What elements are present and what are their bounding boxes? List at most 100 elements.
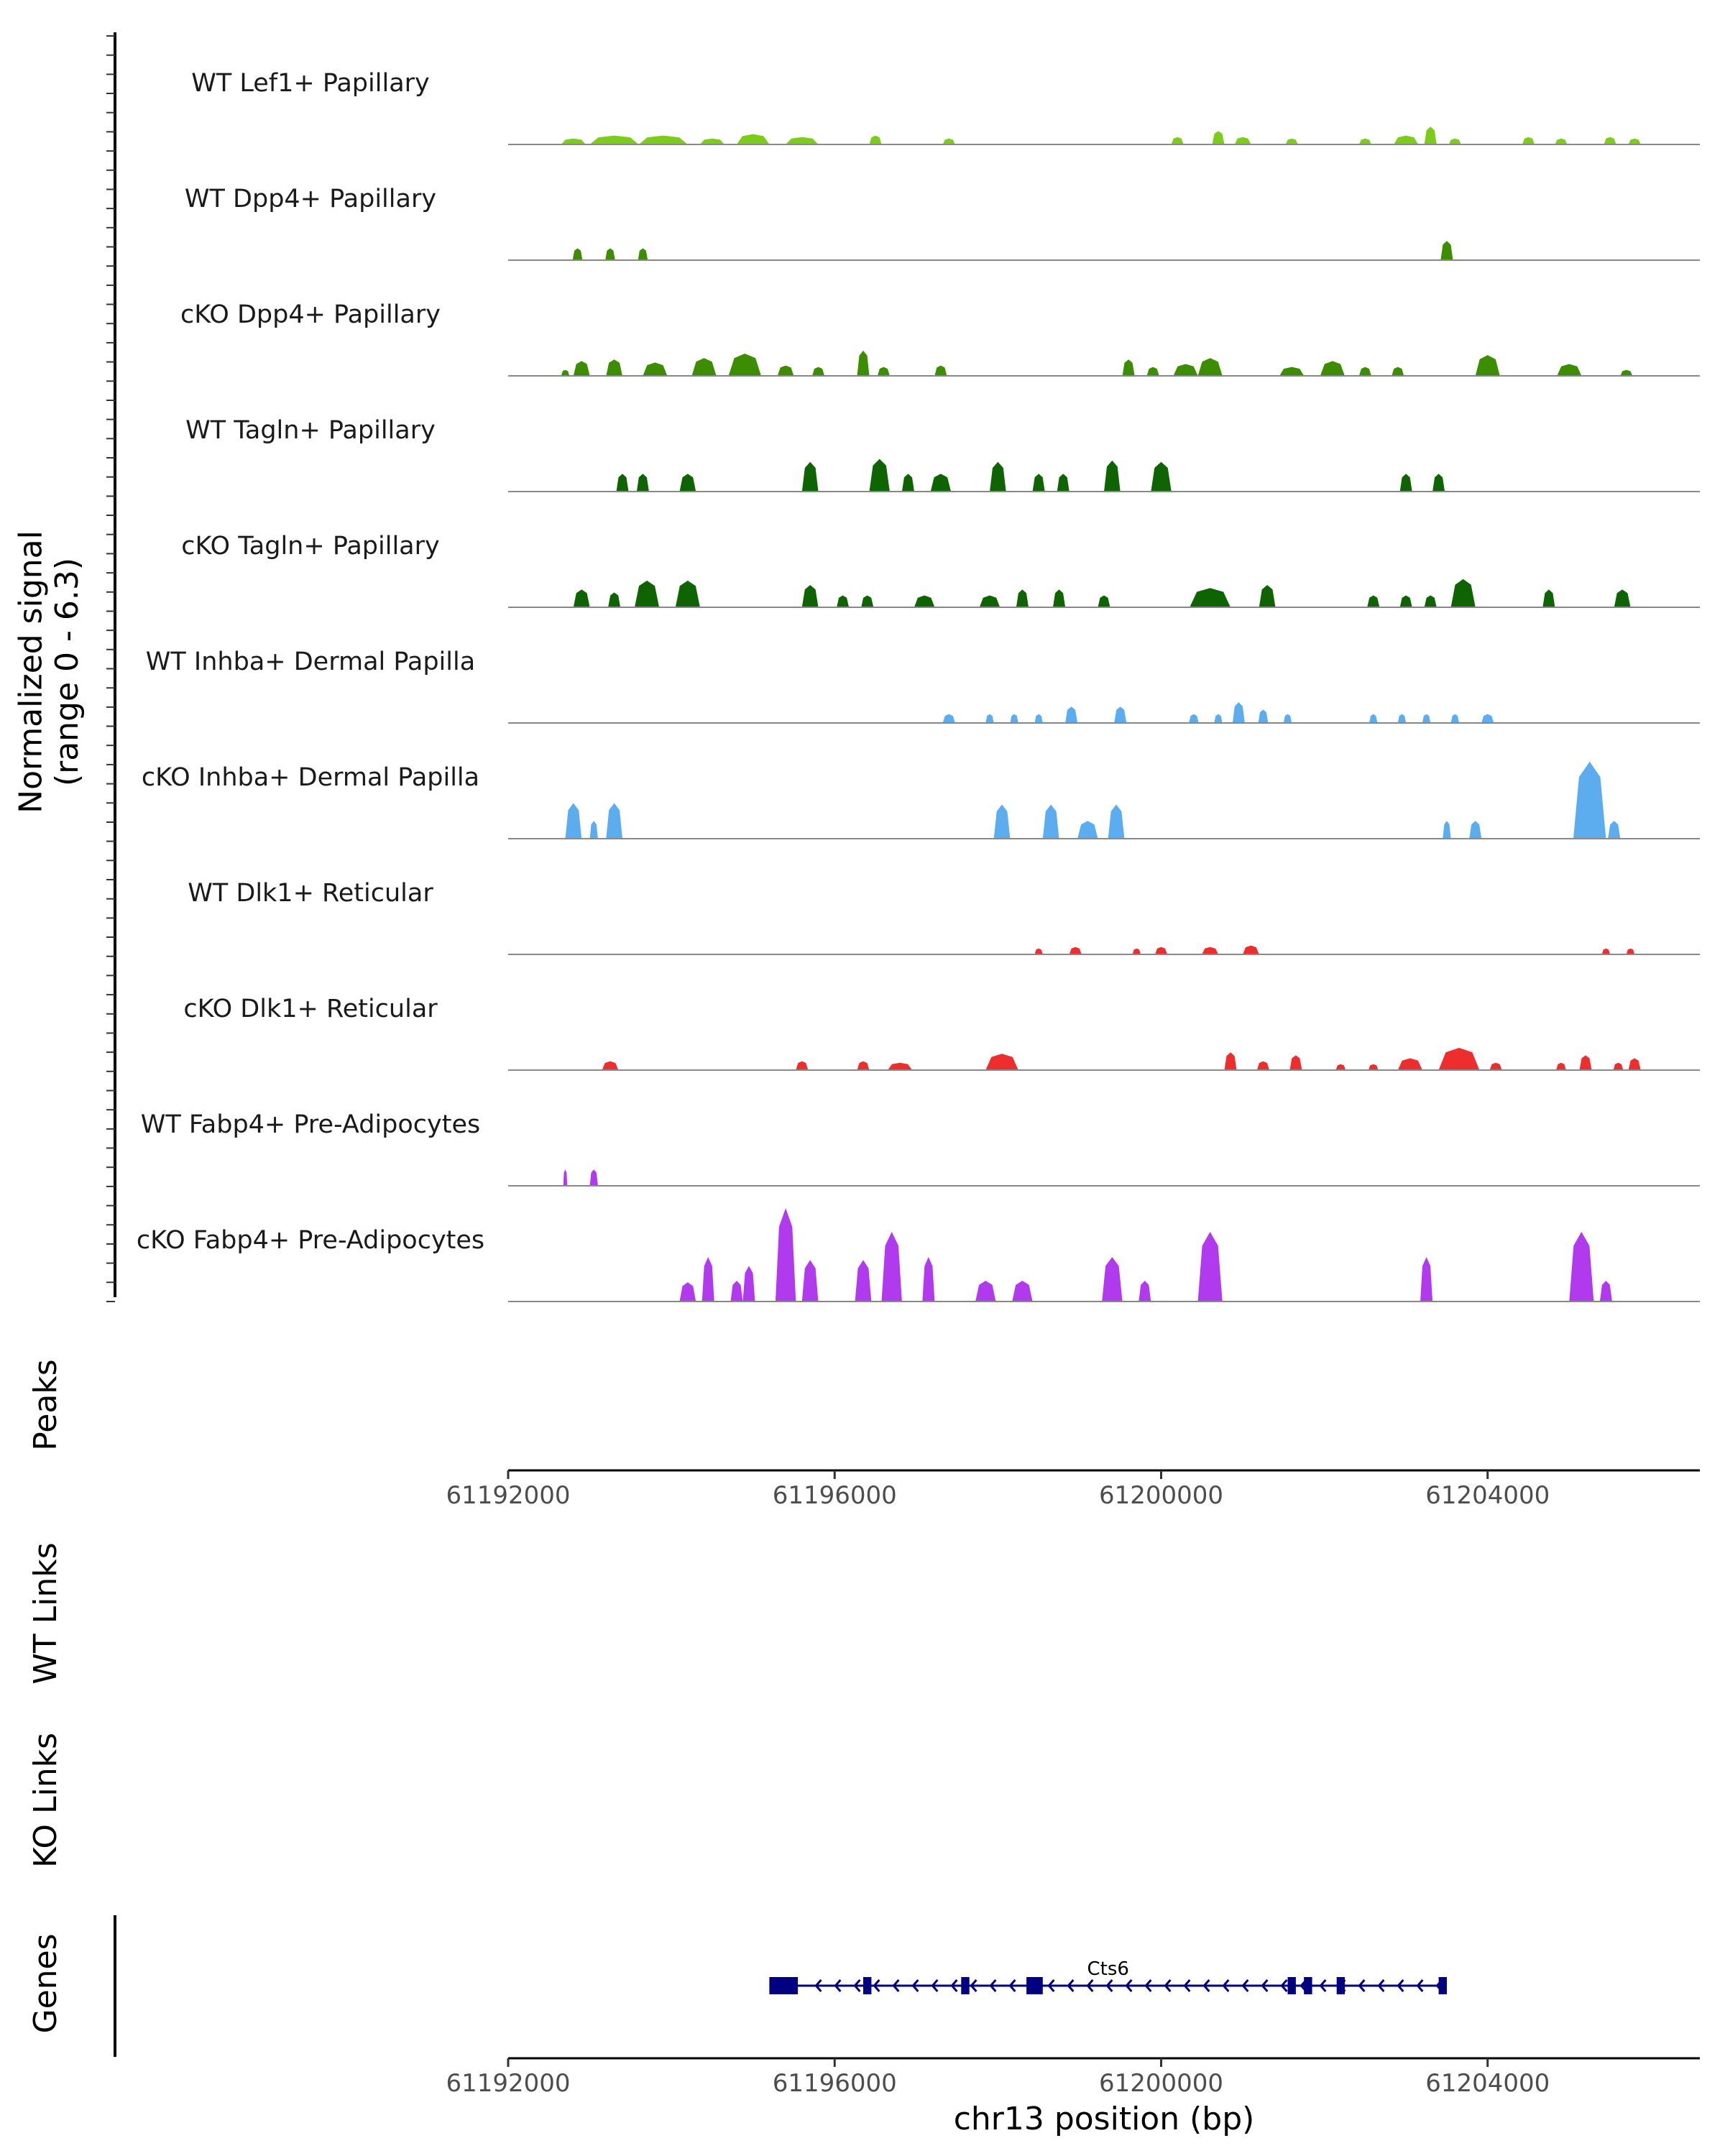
exon [1287, 1977, 1296, 1994]
track-label: WT Inhba+ Dermal Papilla [146, 648, 475, 676]
x-axis-label: chr13 position (bp) [954, 2101, 1255, 2137]
strand-arrow [892, 1979, 900, 1992]
exon [863, 1977, 872, 1994]
signal-peak [1224, 1052, 1237, 1070]
signal-peak [1212, 131, 1225, 144]
signal-peak [1358, 138, 1371, 144]
signal-peak [1420, 1257, 1433, 1302]
signal-peak [801, 585, 819, 607]
signal-peak [1614, 589, 1631, 607]
signal-peak [606, 359, 622, 376]
signal-peak [861, 595, 874, 607]
signal-peak [1424, 126, 1437, 144]
genes-panel-label: Genes [27, 1933, 64, 2033]
strand-arrow [1144, 1979, 1152, 1992]
strand-arrow [1086, 1979, 1094, 1992]
signal-peak [1171, 137, 1184, 144]
signal-peak [1034, 714, 1043, 723]
gene-name: Cts6 [1087, 1958, 1128, 1980]
signal-peak [573, 589, 590, 607]
strand-arrow [1067, 1979, 1075, 1992]
strand-arrow [970, 1979, 978, 1992]
track-label: cKO Dlk1+ Reticular [183, 995, 438, 1023]
signal-peak [1522, 137, 1535, 144]
strand-arrow [1222, 1979, 1230, 1992]
signal-peak [728, 354, 761, 376]
strand-arrow [1358, 1979, 1366, 1992]
signal-peak [1197, 1232, 1223, 1302]
signal-peak [1628, 1058, 1641, 1070]
signal-peak [869, 135, 882, 144]
signal-peak [1173, 364, 1198, 376]
track-wt-tagln-papillary: WT Tagln+ Papillary [185, 416, 1700, 492]
signal-peak [1034, 948, 1043, 954]
strand-arrow [1280, 1979, 1288, 1992]
signal-peak [1032, 474, 1045, 492]
track-wt-dlk1-reticular: WT Dlk1+ Reticular [188, 879, 1700, 955]
signal-peak [990, 461, 1006, 492]
track-cko-dpp4-papillary: cKO Dpp4+ Papillary [180, 300, 1700, 377]
signal-peak [605, 248, 615, 260]
exon [1304, 1977, 1312, 1994]
signal-peak [1016, 589, 1029, 607]
strand-arrow [1008, 1979, 1016, 1992]
signal-peak [1448, 138, 1461, 144]
signal-peak [1202, 946, 1218, 954]
x-axis-ticks-bottom: 61192000 61196000 61200000 61204000 [446, 2058, 1550, 2098]
signal-peak [1243, 945, 1259, 954]
strand-arrow [1261, 1979, 1269, 1992]
exon [769, 1977, 799, 1994]
signal-peak [857, 350, 870, 376]
signal-peak [801, 461, 819, 492]
signal-peak [679, 474, 696, 492]
signal-peak [1232, 702, 1245, 723]
signal-peak [679, 1282, 696, 1302]
strand-arrow [1164, 1979, 1172, 1992]
signal-peak [1601, 948, 1611, 954]
x-tick-label: 61192000 [446, 2069, 570, 2098]
signal-peak [1542, 589, 1555, 607]
signal-peak [775, 1208, 796, 1302]
signal-peak [1475, 355, 1500, 376]
signal-peak [1214, 714, 1223, 723]
signal-peak [1114, 706, 1127, 723]
gene-annotations: Cts6 [769, 1958, 1447, 1994]
signal-peak [786, 137, 819, 144]
signal-peak [1190, 588, 1230, 607]
signal-peak [1279, 367, 1305, 376]
signal-peak [638, 248, 648, 260]
signal-peak [1394, 135, 1419, 144]
signal-peak [1369, 714, 1378, 723]
signal-peak [1450, 714, 1459, 723]
track-label: cKO Fabp4+ Pre-Adipocytes [137, 1226, 484, 1255]
signal-peak [901, 474, 914, 492]
signal-peak [877, 367, 890, 376]
y-axis-ticks [106, 35, 115, 1302]
signal-peak [1399, 595, 1412, 607]
track-wt-dpp4-papillary: WT Dpp4+ Papillary [185, 185, 1700, 261]
signal-peak [1450, 579, 1476, 607]
strand-arrow [1416, 1979, 1424, 1992]
signal-peak [606, 803, 622, 839]
track-label: WT Lef1+ Papillary [191, 69, 430, 98]
x-tick-label: 61200000 [1099, 2069, 1223, 2098]
track-wt-inhba-dermal-papilla: WT Inhba+ Dermal Papilla [146, 648, 1700, 724]
signal-peak [1289, 1055, 1302, 1070]
signal-peak [608, 592, 621, 607]
gene-cts6: Cts6 [769, 1958, 1447, 1994]
signal-peak [888, 1062, 913, 1070]
signal-peak [1579, 1055, 1592, 1070]
strand-arrow [911, 1979, 919, 1992]
strand-arrow [1377, 1979, 1385, 1992]
x-tick-label: 61204000 [1425, 2069, 1550, 2098]
signal-peak [1620, 369, 1633, 376]
signal-peak [1335, 1064, 1346, 1070]
x-tick-label: 61196000 [773, 2069, 897, 2098]
x-tick-label: 61204000 [1425, 1481, 1550, 1510]
track-label: cKO Inhba+ Dermal Papilla [142, 763, 479, 792]
signal-peak [934, 365, 947, 376]
strand-arrow [1183, 1979, 1191, 1992]
signal-peak [1057, 474, 1070, 492]
signal-peak [1392, 367, 1404, 376]
signal-peak [1258, 709, 1269, 723]
